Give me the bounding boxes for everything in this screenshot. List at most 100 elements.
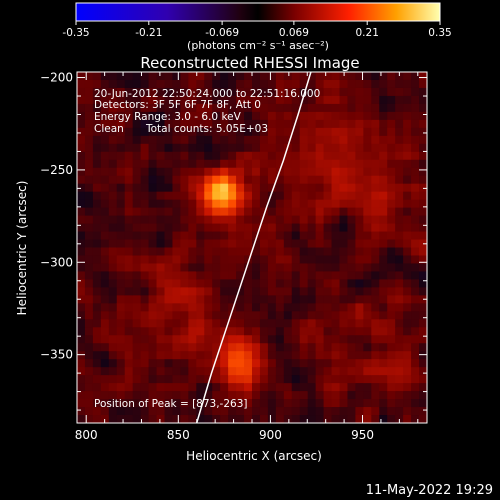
heatmap-cell bbox=[164, 183, 174, 193]
heatmap-cell bbox=[172, 343, 181, 352]
heatmap-cell bbox=[84, 191, 94, 201]
heatmap-cell bbox=[315, 351, 325, 360]
heatmap-cell bbox=[172, 79, 181, 89]
heatmap-cell bbox=[244, 295, 253, 304]
heatmap-cell bbox=[291, 311, 301, 320]
heatmap-cell bbox=[164, 271, 174, 281]
heatmap-cell bbox=[196, 135, 205, 145]
heatmap-cell bbox=[196, 287, 205, 296]
heatmap-cell bbox=[148, 199, 158, 209]
heatmap-cell bbox=[411, 279, 420, 288]
heatmap-cell bbox=[188, 343, 197, 352]
heatmap-cell bbox=[77, 167, 86, 177]
heatmap-cell bbox=[196, 247, 205, 257]
heatmap-cell bbox=[220, 399, 229, 408]
heatmap-cell bbox=[77, 271, 86, 281]
heatmap-cell bbox=[283, 167, 293, 177]
heatmap-cell bbox=[267, 135, 277, 145]
heatmap-cell bbox=[323, 383, 333, 392]
heatmap-cell bbox=[172, 199, 181, 209]
heatmap-cell bbox=[172, 351, 181, 360]
heatmap-cell bbox=[156, 119, 166, 129]
heatmap-cell bbox=[387, 327, 396, 336]
heatmap-cell bbox=[140, 231, 150, 241]
heatmap-cell bbox=[84, 223, 94, 233]
heatmap-cell bbox=[339, 215, 349, 225]
heatmap-cell bbox=[283, 367, 293, 376]
heatmap-cell bbox=[403, 311, 412, 320]
heatmap-cell bbox=[371, 87, 380, 97]
heatmap-cell bbox=[299, 151, 309, 161]
heatmap-cell bbox=[124, 231, 134, 241]
heatmap-cell bbox=[339, 279, 349, 288]
heatmap-cell bbox=[403, 127, 412, 137]
heatmap-cell bbox=[323, 247, 333, 257]
heatmap-cell bbox=[132, 303, 142, 312]
heatmap-cell bbox=[116, 335, 126, 344]
heatmap-cell bbox=[77, 103, 86, 113]
heatmap-cell bbox=[283, 359, 293, 368]
heatmap-cell bbox=[220, 271, 229, 281]
heatmap-cell bbox=[259, 239, 269, 249]
heatmap-cell bbox=[371, 135, 380, 145]
heatmap-cell bbox=[315, 191, 325, 201]
heatmap-cell bbox=[212, 391, 221, 400]
heatmap-cell bbox=[164, 87, 174, 97]
heatmap-cell bbox=[315, 103, 325, 113]
heatmap-cell bbox=[291, 335, 301, 344]
heatmap-cell bbox=[387, 295, 396, 304]
heatmap-cell bbox=[347, 215, 356, 225]
heatmap-cell bbox=[204, 319, 213, 328]
heatmap-cell bbox=[379, 287, 388, 296]
heatmap-cell bbox=[395, 335, 404, 344]
heatmap-cell bbox=[204, 79, 213, 89]
heatmap-cell bbox=[275, 367, 285, 376]
heatmap-cell bbox=[244, 111, 253, 121]
heatmap-cell bbox=[156, 271, 166, 281]
heatmap-cell bbox=[371, 351, 380, 360]
heatmap-cell bbox=[259, 343, 269, 352]
heatmap-cell bbox=[403, 343, 412, 352]
heatmap-cell bbox=[204, 247, 213, 257]
heatmap-cell bbox=[379, 151, 388, 161]
heatmap-cell bbox=[116, 255, 126, 265]
heatmap-cell bbox=[156, 239, 166, 249]
heatmap-cell bbox=[371, 231, 380, 241]
heatmap-cell bbox=[387, 271, 396, 281]
heatmap-cell bbox=[84, 303, 94, 312]
heatmap-cell bbox=[92, 231, 102, 241]
heatmap-cell bbox=[403, 255, 412, 265]
heatmap-cell bbox=[387, 87, 396, 97]
heatmap-cell bbox=[164, 151, 174, 161]
heatmap-cell bbox=[395, 231, 404, 241]
heatmap-cell bbox=[315, 383, 325, 392]
heatmap-cell bbox=[291, 303, 301, 312]
heatmap-cell bbox=[339, 351, 349, 360]
heatmap-cell bbox=[236, 287, 245, 296]
heatmap-cell bbox=[196, 295, 205, 304]
heatmap-cell bbox=[267, 287, 277, 296]
heatmap-cell bbox=[363, 127, 372, 137]
heatmap-cell bbox=[84, 207, 94, 217]
heatmap-cell bbox=[220, 183, 229, 193]
heatmap-cell bbox=[395, 287, 404, 296]
heatmap-cell bbox=[212, 359, 221, 368]
heatmap-cell bbox=[339, 359, 349, 368]
heatmap-cell bbox=[252, 175, 261, 185]
heatmap-cell bbox=[252, 199, 261, 209]
heatmap-cell bbox=[92, 367, 102, 376]
heatmap-cell bbox=[77, 135, 86, 145]
heatmap-cell bbox=[196, 175, 205, 185]
heatmap-cell bbox=[363, 239, 372, 249]
heatmap-cell bbox=[363, 151, 372, 161]
heatmap-cell bbox=[132, 167, 142, 177]
heatmap-cell bbox=[108, 263, 118, 273]
heatmap-cell bbox=[204, 215, 213, 225]
heatmap-cell bbox=[116, 311, 126, 320]
heatmap-cell bbox=[148, 247, 158, 257]
heatmap-cell bbox=[180, 199, 189, 209]
heatmap-cell bbox=[283, 351, 293, 360]
heatmap-cell bbox=[196, 335, 205, 344]
heatmap-cell bbox=[124, 287, 134, 296]
heatmap-cell bbox=[156, 327, 166, 336]
